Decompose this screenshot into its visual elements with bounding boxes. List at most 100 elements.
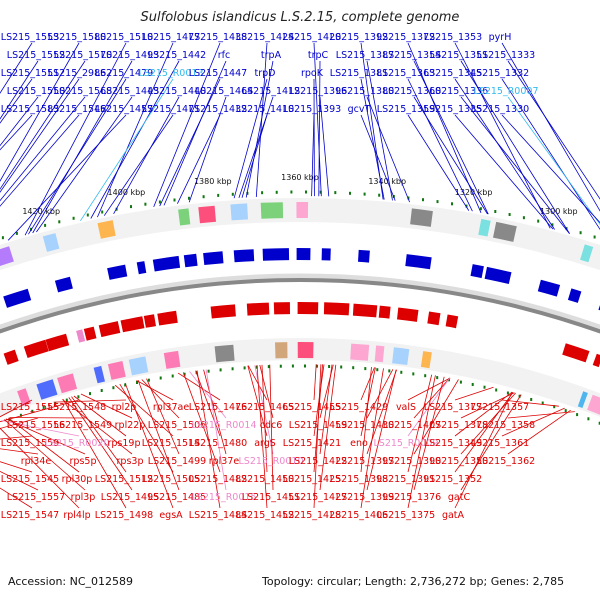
forward-gene-label: LS215_R0007	[474, 86, 539, 97]
tick-dot	[217, 193, 220, 197]
reverse-gene-arrow	[352, 303, 378, 318]
tick-dot	[508, 213, 511, 216]
leader-line	[245, 60, 274, 198]
reverse-gene-label: rpl4lp	[63, 510, 90, 521]
forward-feature-block	[230, 203, 248, 221]
reverse-gene-label: LS215_1398	[330, 474, 388, 485]
tick-dot	[598, 421, 600, 425]
leader-line	[80, 78, 174, 222]
forward-gene-arrow	[136, 261, 147, 275]
reverse-gene-arrow	[143, 314, 156, 328]
leader-line	[460, 96, 570, 234]
reverse-feature-block	[107, 361, 126, 380]
scale-tick-label: 1420 kbp	[22, 207, 60, 216]
reverse-gene-label: LS215_1378	[430, 420, 488, 431]
leader-line	[182, 372, 221, 473]
leader-line	[413, 376, 445, 491]
reverse-feature-block	[587, 394, 600, 415]
reverse-gene-arrow	[98, 321, 121, 338]
forward-feature-block	[178, 208, 191, 226]
tick-dot	[530, 398, 533, 401]
reverse-gene-arrow	[397, 307, 419, 322]
leader-line	[507, 411, 575, 419]
leader-line	[507, 409, 571, 455]
tick-dot	[243, 366, 246, 370]
reverse-gene-arrow	[76, 329, 86, 343]
leader-line	[90, 60, 180, 219]
leader-line	[0, 96, 39, 147]
reverse-gene-label: rps19p	[107, 438, 140, 449]
forward-feature-block	[478, 218, 491, 237]
leader-line	[32, 60, 133, 234]
reverse-gene-label: LS215_1559	[1, 438, 59, 449]
forward-gene-arrow	[358, 249, 370, 263]
forward-gene-label: LS215_1330	[471, 104, 529, 115]
tick-dot	[448, 378, 450, 382]
leader-line	[0, 435, 33, 440]
leader-line	[360, 368, 384, 509]
reverse-gene-label: LS215_1397	[336, 456, 394, 467]
leader-line	[0, 487, 33, 509]
tick-dot	[436, 200, 439, 204]
reverse-gene-label: LS215_1451	[242, 492, 300, 503]
tick-dot	[31, 409, 34, 413]
forward-gene-label: LS215_1372	[377, 32, 435, 43]
forward-gene-arrow	[183, 253, 198, 268]
leader-line	[238, 96, 274, 199]
leader-line	[189, 371, 227, 419]
forward-gene-label: trpD	[255, 68, 276, 79]
scale-tick-label: 1360 kbp	[281, 173, 319, 182]
forward-gene-label: LS215_1438	[189, 32, 247, 43]
reverse-gene-label: LS215_1548	[48, 402, 106, 413]
reverse-gene-label: LS215_1512	[95, 474, 153, 485]
leader-line	[36, 96, 133, 233]
leader-line	[137, 380, 180, 491]
reverse-gene-arrow	[157, 310, 178, 326]
forward-gene-label: LS215_1410	[236, 104, 294, 115]
reverse-feature-block	[420, 351, 432, 369]
leader-line	[196, 370, 221, 509]
leader-line	[261, 364, 268, 473]
reverse-gene-label: LS215_1376	[383, 492, 441, 503]
leader-line	[97, 42, 174, 218]
reverse-gene-label: LS215_1498	[95, 510, 153, 521]
leader-line	[124, 382, 174, 509]
reverse-gene-label: LS215_R0010	[239, 456, 304, 467]
forward-gene-label: LS215_1333	[477, 50, 535, 61]
leader-line	[413, 60, 489, 215]
leader-line	[460, 60, 570, 234]
reverse-gene-label: LS215_1476	[189, 402, 247, 413]
tick-dot	[576, 413, 579, 417]
backbone-shadow	[0, 273, 600, 330]
leader-line	[407, 78, 473, 212]
leader-line	[136, 380, 174, 401]
forward-gene-label: LS215_1432	[189, 104, 247, 115]
reverse-gene-label: LS215_1425	[283, 474, 341, 485]
reverse-gene-label: LS215_1362	[477, 456, 535, 467]
forward-gene-label: LS215_1335	[424, 104, 482, 115]
tick-dot	[100, 389, 103, 392]
reverse-gene-label: LS215_1455	[283, 402, 341, 413]
forward-gene-arrow	[54, 276, 73, 293]
tick-dot	[65, 398, 68, 402]
forward-gene-label: LS215_1464	[195, 86, 253, 97]
reverse-gene-arrow	[273, 302, 290, 315]
tick-dot	[171, 374, 174, 378]
tick-dot	[183, 372, 186, 376]
reverse-feature-block	[128, 356, 149, 376]
tick-dot	[522, 216, 525, 220]
leader-line	[247, 365, 268, 437]
tick-dot	[275, 190, 278, 194]
reverse-gene-label: rpl3p	[71, 492, 96, 503]
tick-dot	[593, 235, 596, 239]
forward-gene-label: LS215_1381	[330, 68, 388, 79]
reverse-gene-label: LS215_1495	[101, 492, 159, 503]
tick-dot	[319, 190, 322, 194]
tick-dot	[579, 231, 582, 235]
leader-line	[313, 42, 322, 197]
tick-dot	[54, 402, 57, 406]
tick-dot	[86, 213, 89, 217]
leader-line	[319, 364, 333, 455]
forward-gene-label: trpA	[261, 50, 282, 61]
